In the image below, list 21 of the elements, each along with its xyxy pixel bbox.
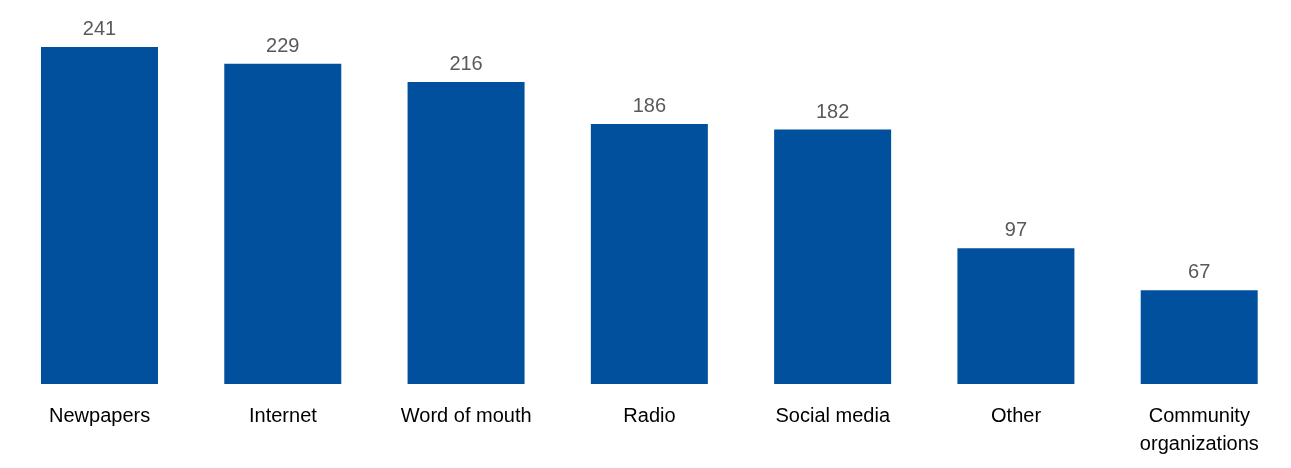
x-tick-label: Social media [775, 404, 891, 426]
data-label: 229 [266, 33, 300, 56]
data-label: 241 [82, 17, 117, 39]
bar [774, 129, 892, 384]
bar [590, 123, 708, 384]
bar [407, 81, 525, 384]
bar [224, 63, 342, 384]
data-label: 67 [1188, 260, 1211, 283]
data-label: 216 [449, 51, 483, 74]
x-tick-label: Newpapers [49, 404, 151, 426]
bar [957, 248, 1075, 384]
x-tick-label: Word of mouth [400, 404, 532, 426]
bar [1140, 290, 1258, 384]
x-tick-label: Community organizations [1139, 404, 1259, 454]
x-tick-label: Other [991, 404, 1042, 426]
data-label: 182 [815, 99, 850, 122]
data-label: 186 [632, 93, 667, 116]
data-label: 97 [1004, 218, 1028, 241]
x-tick-label: Radio [623, 404, 676, 426]
bar [40, 47, 158, 384]
x-tick-label: Internet [249, 404, 318, 426]
